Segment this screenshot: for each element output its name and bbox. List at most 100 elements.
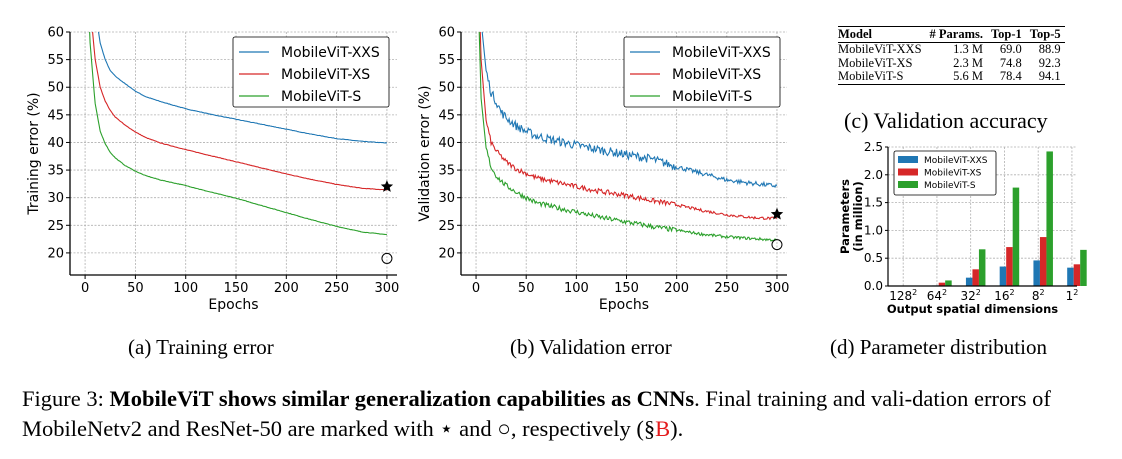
- series-line-mobilevit-xxs: [97, 32, 388, 144]
- bar-mobilevit-s: [1046, 151, 1053, 286]
- legend-label: MobileViT-S: [924, 181, 976, 191]
- x-tick-label: 150: [224, 281, 249, 296]
- y-tick-label: 35: [47, 164, 64, 179]
- tick-exponent: 2: [1039, 288, 1044, 297]
- bar-mobilevit-s: [1080, 249, 1087, 286]
- legend-box: [623, 36, 781, 108]
- subcaption-d: (d) Parameter distribution: [830, 335, 1047, 359]
- y-tick-label: 45: [438, 108, 455, 123]
- y-tick-label: 30: [438, 191, 455, 206]
- y-tick-label: 50: [438, 81, 455, 96]
- y-tick-label: 45: [47, 108, 64, 123]
- table-cell: 78.4: [999, 69, 1022, 83]
- column-header: Top-5: [1029, 27, 1061, 41]
- x-tick-label: 100: [564, 281, 589, 296]
- x-tick-label: 250: [324, 281, 349, 296]
- caption-text: and: [453, 416, 498, 441]
- x-tick-label: 322: [961, 288, 981, 303]
- caption-text: . Final training and vali-dation errors …: [22, 386, 1051, 441]
- tick-exponent: 2: [976, 288, 981, 297]
- tick-base: 32: [961, 289, 976, 303]
- caption-bold: MobileViT shows similar generalization c…: [109, 386, 695, 411]
- caption-text: , respectively (§: [510, 416, 656, 441]
- validation-accuracy-table: Model # Params. Top-1 Top-5 MobileViT-XX…: [838, 26, 1065, 85]
- bar-mobilevit-s: [978, 249, 986, 286]
- x-tick-label: 300: [765, 281, 790, 296]
- legend-swatch: [898, 168, 918, 176]
- star-symbol: ⋆: [439, 416, 454, 441]
- table-row: MobileViT-XS 2.3 M 74.8 92.3: [838, 55, 1065, 71]
- bar-mobilevit-xs: [1006, 247, 1013, 286]
- circle-symbol: ○: [497, 416, 511, 441]
- y-tick-label: 30: [47, 191, 64, 206]
- tick-exponent: 2: [1073, 288, 1078, 297]
- bar-mobilevit-xs: [1039, 237, 1047, 286]
- x-axis-label: Output spatial dimensions: [887, 302, 1058, 316]
- table-row: MobileViT-XXS 1.3 M 69.0 88.9: [838, 42, 1065, 57]
- table-row: MobileViT-S 5.6 M 78.4 94.1: [838, 69, 1065, 84]
- legend-box: [232, 36, 390, 108]
- y-tick-label: 1.5: [864, 196, 883, 210]
- mobilenetv2-star-marker: [380, 180, 394, 192]
- bar-mobilevit-s: [945, 280, 952, 286]
- x-tick-label: 12: [1066, 288, 1079, 303]
- y-tick-label: 55: [47, 53, 64, 68]
- training-error-plot: 0 50 100 150 200 250 300 20 25 30 35 40 45 50 55 60 Epoc…: [26, 26, 400, 314]
- x-tick-label: 300: [375, 281, 400, 296]
- legend-label: MobileViT-XXS: [924, 156, 988, 166]
- table-cell: 69.0: [999, 42, 1022, 56]
- y-axis-label-line1: Parameters: [838, 179, 852, 254]
- bar-mobilevit-xs: [938, 282, 946, 286]
- series-line-mobilevit-xxs: [481, 32, 778, 189]
- tick-base: 64: [927, 289, 942, 303]
- subcaption-c: (c) Validation accuracy: [844, 108, 1048, 133]
- y-tick-label: 50: [47, 81, 64, 96]
- section-reference-link[interactable]: B: [655, 416, 671, 441]
- legend-label: MobileViT-S: [281, 89, 361, 105]
- x-tick-label: 82: [1032, 288, 1045, 303]
- resnet50-circle-marker: [381, 252, 393, 264]
- x-tick-label: 0: [81, 281, 89, 296]
- y-tick-label: 60: [438, 26, 455, 41]
- figure-3: 0 50 100 150 200 250 300202530354045505560Epoc…: [26, 26, 1087, 316]
- x-tick-label: 50: [518, 281, 535, 296]
- y-tick-label: 25: [438, 219, 455, 234]
- caption-prefix: Figure 3:: [22, 386, 110, 411]
- table-cell: 88.9: [1038, 42, 1061, 56]
- y-tick-label: 0.5: [864, 251, 883, 265]
- y-axis-label: Training error (%): [26, 92, 42, 215]
- legend-label: MobileViT-XS: [924, 169, 982, 179]
- y-tick-label: 2.0: [864, 168, 883, 182]
- subcaption-b: (b) Validation error: [510, 335, 672, 359]
- x-tick-label: 50: [127, 281, 144, 296]
- series-line-mobilevit-s: [89, 32, 388, 236]
- table-cell: 74.8: [999, 55, 1022, 70]
- legend-label: MobileViT-XXS: [672, 45, 771, 61]
- table-header-row: Model # Params. Top-1 Top-5: [838, 26, 1065, 43]
- x-tick-label: 162: [994, 288, 1014, 303]
- bar-mobilevit-xs: [972, 269, 979, 286]
- x-tick-label: 0: [472, 281, 480, 296]
- table-cell: 5.6 M: [953, 69, 983, 83]
- x-tick-label: 200: [664, 281, 689, 296]
- x-axis-label: Epochs: [599, 297, 649, 313]
- y-axis-label-line2: (in million): [851, 181, 865, 251]
- y-tick-label: 20: [47, 246, 64, 261]
- tick-exponent: 2: [912, 288, 917, 297]
- tick-base: 128: [889, 289, 912, 303]
- validation-error-plot: 0 50 100 150 200 250 300 20 25 30 35 40 45 50 55 60 Epoc…: [417, 26, 790, 314]
- legend-label: MobileViT-XXS: [281, 45, 380, 61]
- resnet50-circle-marker: [771, 239, 783, 251]
- y-tick-label: 0.0: [864, 279, 883, 293]
- series-line-mobilevit-xs: [479, 32, 778, 221]
- legend-swatch: [898, 181, 918, 188]
- table-cell: 1.3 M: [953, 42, 983, 56]
- table-cell: 92.3: [1038, 55, 1061, 70]
- x-tick-label: 100: [173, 281, 198, 296]
- y-tick-label: 40: [47, 136, 64, 151]
- y-tick-label: 20: [438, 246, 455, 261]
- y-tick-label: 25: [47, 219, 64, 234]
- table-cell: 94.1: [1038, 69, 1061, 83]
- x-tick-label: 200: [274, 281, 299, 296]
